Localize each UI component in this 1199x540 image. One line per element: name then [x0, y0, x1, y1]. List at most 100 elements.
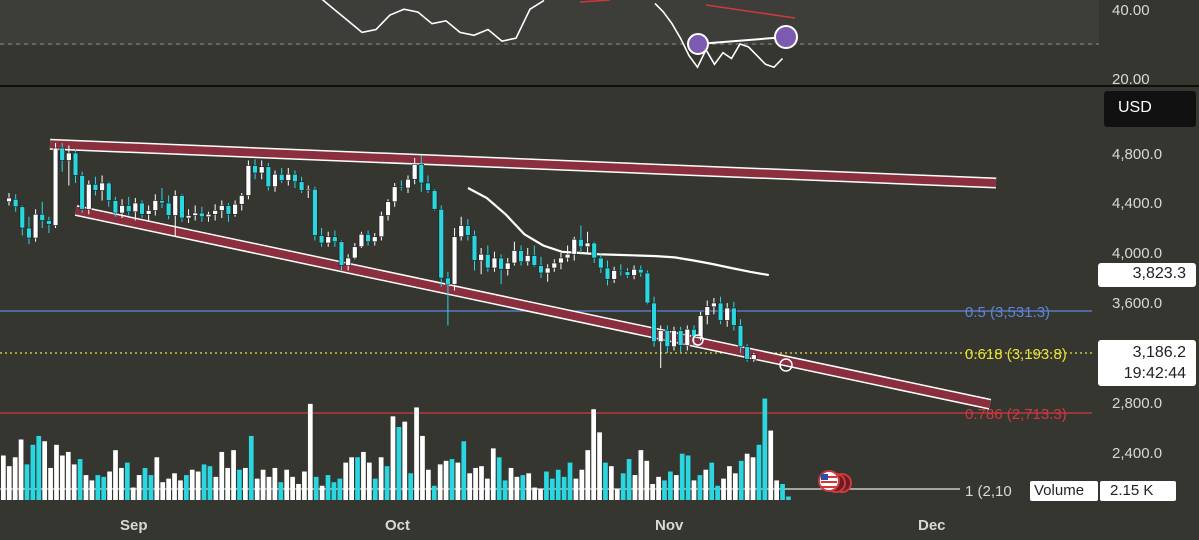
volume-bar — [774, 480, 779, 500]
rsi-tick-40: 40.00 — [1112, 2, 1150, 19]
volume-bar — [18, 439, 24, 500]
price-tick-4000: 4,000.0 — [1112, 245, 1162, 262]
candle-body — [119, 205, 125, 214]
volume-bar — [307, 403, 313, 500]
candle-body — [564, 253, 571, 259]
candle-body — [571, 238, 577, 255]
candle-body — [538, 265, 544, 274]
candle-body — [285, 173, 291, 181]
candle-body — [418, 163, 424, 184]
volume-bar — [632, 475, 638, 500]
volume-bar — [237, 469, 242, 500]
candle-body — [312, 188, 318, 236]
candle-body — [697, 315, 704, 338]
volume-bar — [355, 457, 360, 500]
candle-body — [711, 302, 717, 308]
candle-body — [72, 152, 79, 176]
rsi-line-right — [654, 2, 784, 69]
volume-bar — [278, 482, 284, 500]
volume-bar — [54, 444, 59, 500]
volume-bar — [83, 475, 89, 500]
candle-body — [265, 166, 272, 188]
candle-body — [604, 267, 611, 280]
volume-bar — [526, 473, 532, 500]
candle-body — [145, 210, 152, 215]
currency-selector[interactable]: USD — [1104, 91, 1196, 127]
candle-body — [278, 173, 285, 181]
volume-bar — [709, 462, 715, 500]
volume-bar — [567, 462, 573, 500]
candle-body — [731, 307, 737, 326]
volume-bar — [160, 482, 166, 500]
volume-bar — [738, 460, 744, 500]
candle-body — [458, 225, 464, 238]
volume-bar — [396, 427, 402, 500]
volume-bar — [60, 455, 65, 500]
candle-body — [46, 220, 52, 225]
volume-bar — [172, 473, 177, 500]
volume-bar — [331, 482, 337, 500]
candle-body — [704, 306, 710, 316]
candle-body — [372, 236, 378, 243]
volume-bar — [290, 476, 295, 500]
volume-bar — [48, 467, 53, 500]
volume-bar — [343, 462, 349, 500]
candle-body — [505, 262, 511, 270]
channel-lower-line — [75, 206, 991, 409]
volume-bar — [414, 407, 419, 500]
volume-bar — [502, 480, 508, 500]
candle-body — [471, 235, 478, 261]
x-tick-dec: Dec — [918, 517, 946, 534]
volume-bar — [685, 455, 691, 500]
candle-body — [618, 270, 624, 273]
volume-bar — [744, 453, 750, 500]
volume-bar — [101, 476, 107, 500]
candle-body — [584, 242, 591, 248]
candle-body — [19, 206, 25, 229]
candle-body — [338, 241, 345, 266]
volume-bar — [142, 467, 148, 500]
candle-body — [318, 235, 325, 244]
volume-bar — [549, 478, 555, 500]
candle-body — [345, 257, 351, 266]
volume-bar — [715, 485, 720, 500]
volume-bar — [272, 467, 278, 500]
candle-body — [52, 147, 59, 226]
candles — [6, 143, 757, 368]
candle-body — [664, 330, 671, 348]
us-flag-event-icon[interactable] — [818, 470, 852, 493]
volume-bar — [644, 460, 650, 500]
volume-bar — [243, 467, 248, 500]
volume-bar — [378, 457, 384, 500]
candle-body — [465, 225, 471, 236]
candle-body — [192, 212, 198, 216]
volume-bars — [1, 398, 791, 500]
candle-body — [638, 268, 644, 274]
volume-bar — [154, 457, 160, 500]
candle-body — [32, 213, 39, 239]
volume-bar — [248, 435, 254, 500]
rsi-divergence-low — [697, 36, 787, 45]
volume-bar — [219, 451, 225, 500]
volume-bar — [679, 453, 685, 500]
candle-body — [219, 205, 225, 211]
candle-body — [152, 200, 158, 211]
volume-bar — [408, 473, 414, 500]
candle-body — [245, 165, 252, 196]
volume-bar — [614, 489, 620, 500]
volume-bar — [449, 459, 455, 500]
candle-body — [106, 182, 112, 201]
x-tick-oct: Oct — [385, 517, 410, 534]
volume-bar — [520, 475, 526, 500]
volume-bar — [89, 480, 95, 500]
volume-bar — [124, 462, 130, 500]
fib-label-05: 0.5 (3,531.3) — [965, 304, 1050, 321]
volume-bar — [65, 451, 71, 500]
volume-bar — [437, 464, 443, 500]
support-touch-marker — [779, 358, 793, 372]
x-tick-nov: Nov — [655, 517, 684, 534]
rsi-indicator — [321, 0, 798, 69]
candle-body — [551, 262, 558, 269]
volume-bar — [461, 441, 467, 500]
